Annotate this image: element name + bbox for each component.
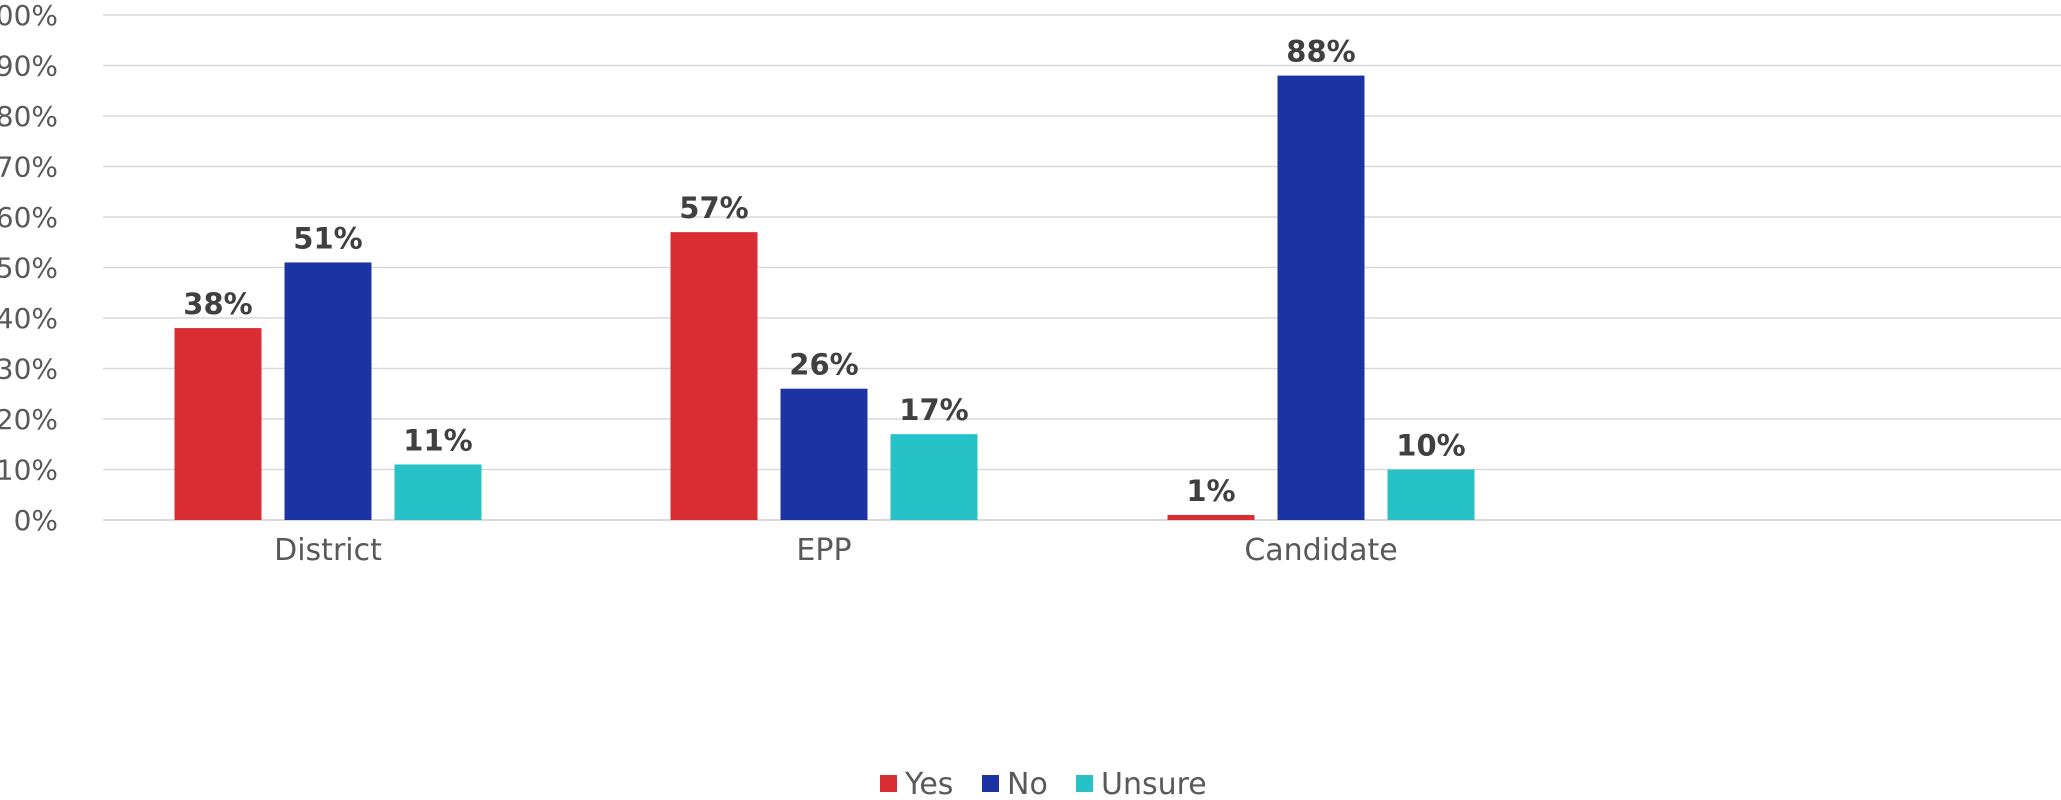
y-tick-label: 0% <box>14 504 58 537</box>
bar-unsure-candidate <box>1387 469 1475 520</box>
bar-yes-district <box>174 328 262 520</box>
bar-no-candidate <box>1277 75 1365 520</box>
data-label: 11% <box>403 423 472 457</box>
y-tick-label: 40% <box>0 302 58 335</box>
y-tick-label: 60% <box>0 201 58 234</box>
data-label: 10% <box>1396 429 1465 463</box>
data-labels: 38% 51% 11% 57% 26% 17% 1% 88% 10% <box>183 35 1465 508</box>
legend-swatch-yes <box>880 775 897 792</box>
legend-label-unsure: Unsure <box>1101 767 1207 800</box>
data-label: 57% <box>679 191 748 225</box>
data-label: 1% <box>1186 474 1235 508</box>
gridlines <box>103 14 2061 521</box>
bar-yes-candidate <box>1167 514 1255 520</box>
y-tick-label: 100% <box>0 0 58 32</box>
category-label: District <box>274 533 382 568</box>
data-label: 26% <box>789 348 858 382</box>
y-tick-label: 10% <box>0 454 58 487</box>
legend: Yes No Unsure <box>880 767 1207 800</box>
legend-label-no: No <box>1007 767 1048 800</box>
y-tick-label: 70% <box>0 151 58 184</box>
category-label: Candidate <box>1244 533 1397 568</box>
legend-swatch-unsure <box>1076 775 1093 792</box>
y-tick-label: 30% <box>0 353 58 386</box>
data-label: 88% <box>1286 35 1355 69</box>
data-label: 51% <box>293 221 362 255</box>
data-label: 38% <box>183 287 252 321</box>
bar-unsure-epp <box>890 434 978 520</box>
bars <box>174 75 1475 520</box>
x-axis-category-labels: District EPP Candidate <box>274 533 1398 568</box>
data-label: 17% <box>899 393 968 427</box>
legend-label-yes: Yes <box>904 767 953 800</box>
bar-no-epp <box>780 388 868 520</box>
legend-swatch-no <box>982 775 999 792</box>
category-label: EPP <box>796 533 851 568</box>
y-tick-label: 20% <box>0 403 58 436</box>
bar-unsure-district <box>394 464 482 520</box>
y-axis-tick-labels: 0% 10% 20% 30% 40% 50% 60% 70% 80% 90% 100% <box>0 0 58 537</box>
y-tick-label: 50% <box>0 252 58 285</box>
y-tick-label: 90% <box>0 50 58 83</box>
y-tick-label: 80% <box>0 100 58 133</box>
bar-no-district <box>284 262 372 520</box>
bar-yes-epp <box>670 232 758 520</box>
